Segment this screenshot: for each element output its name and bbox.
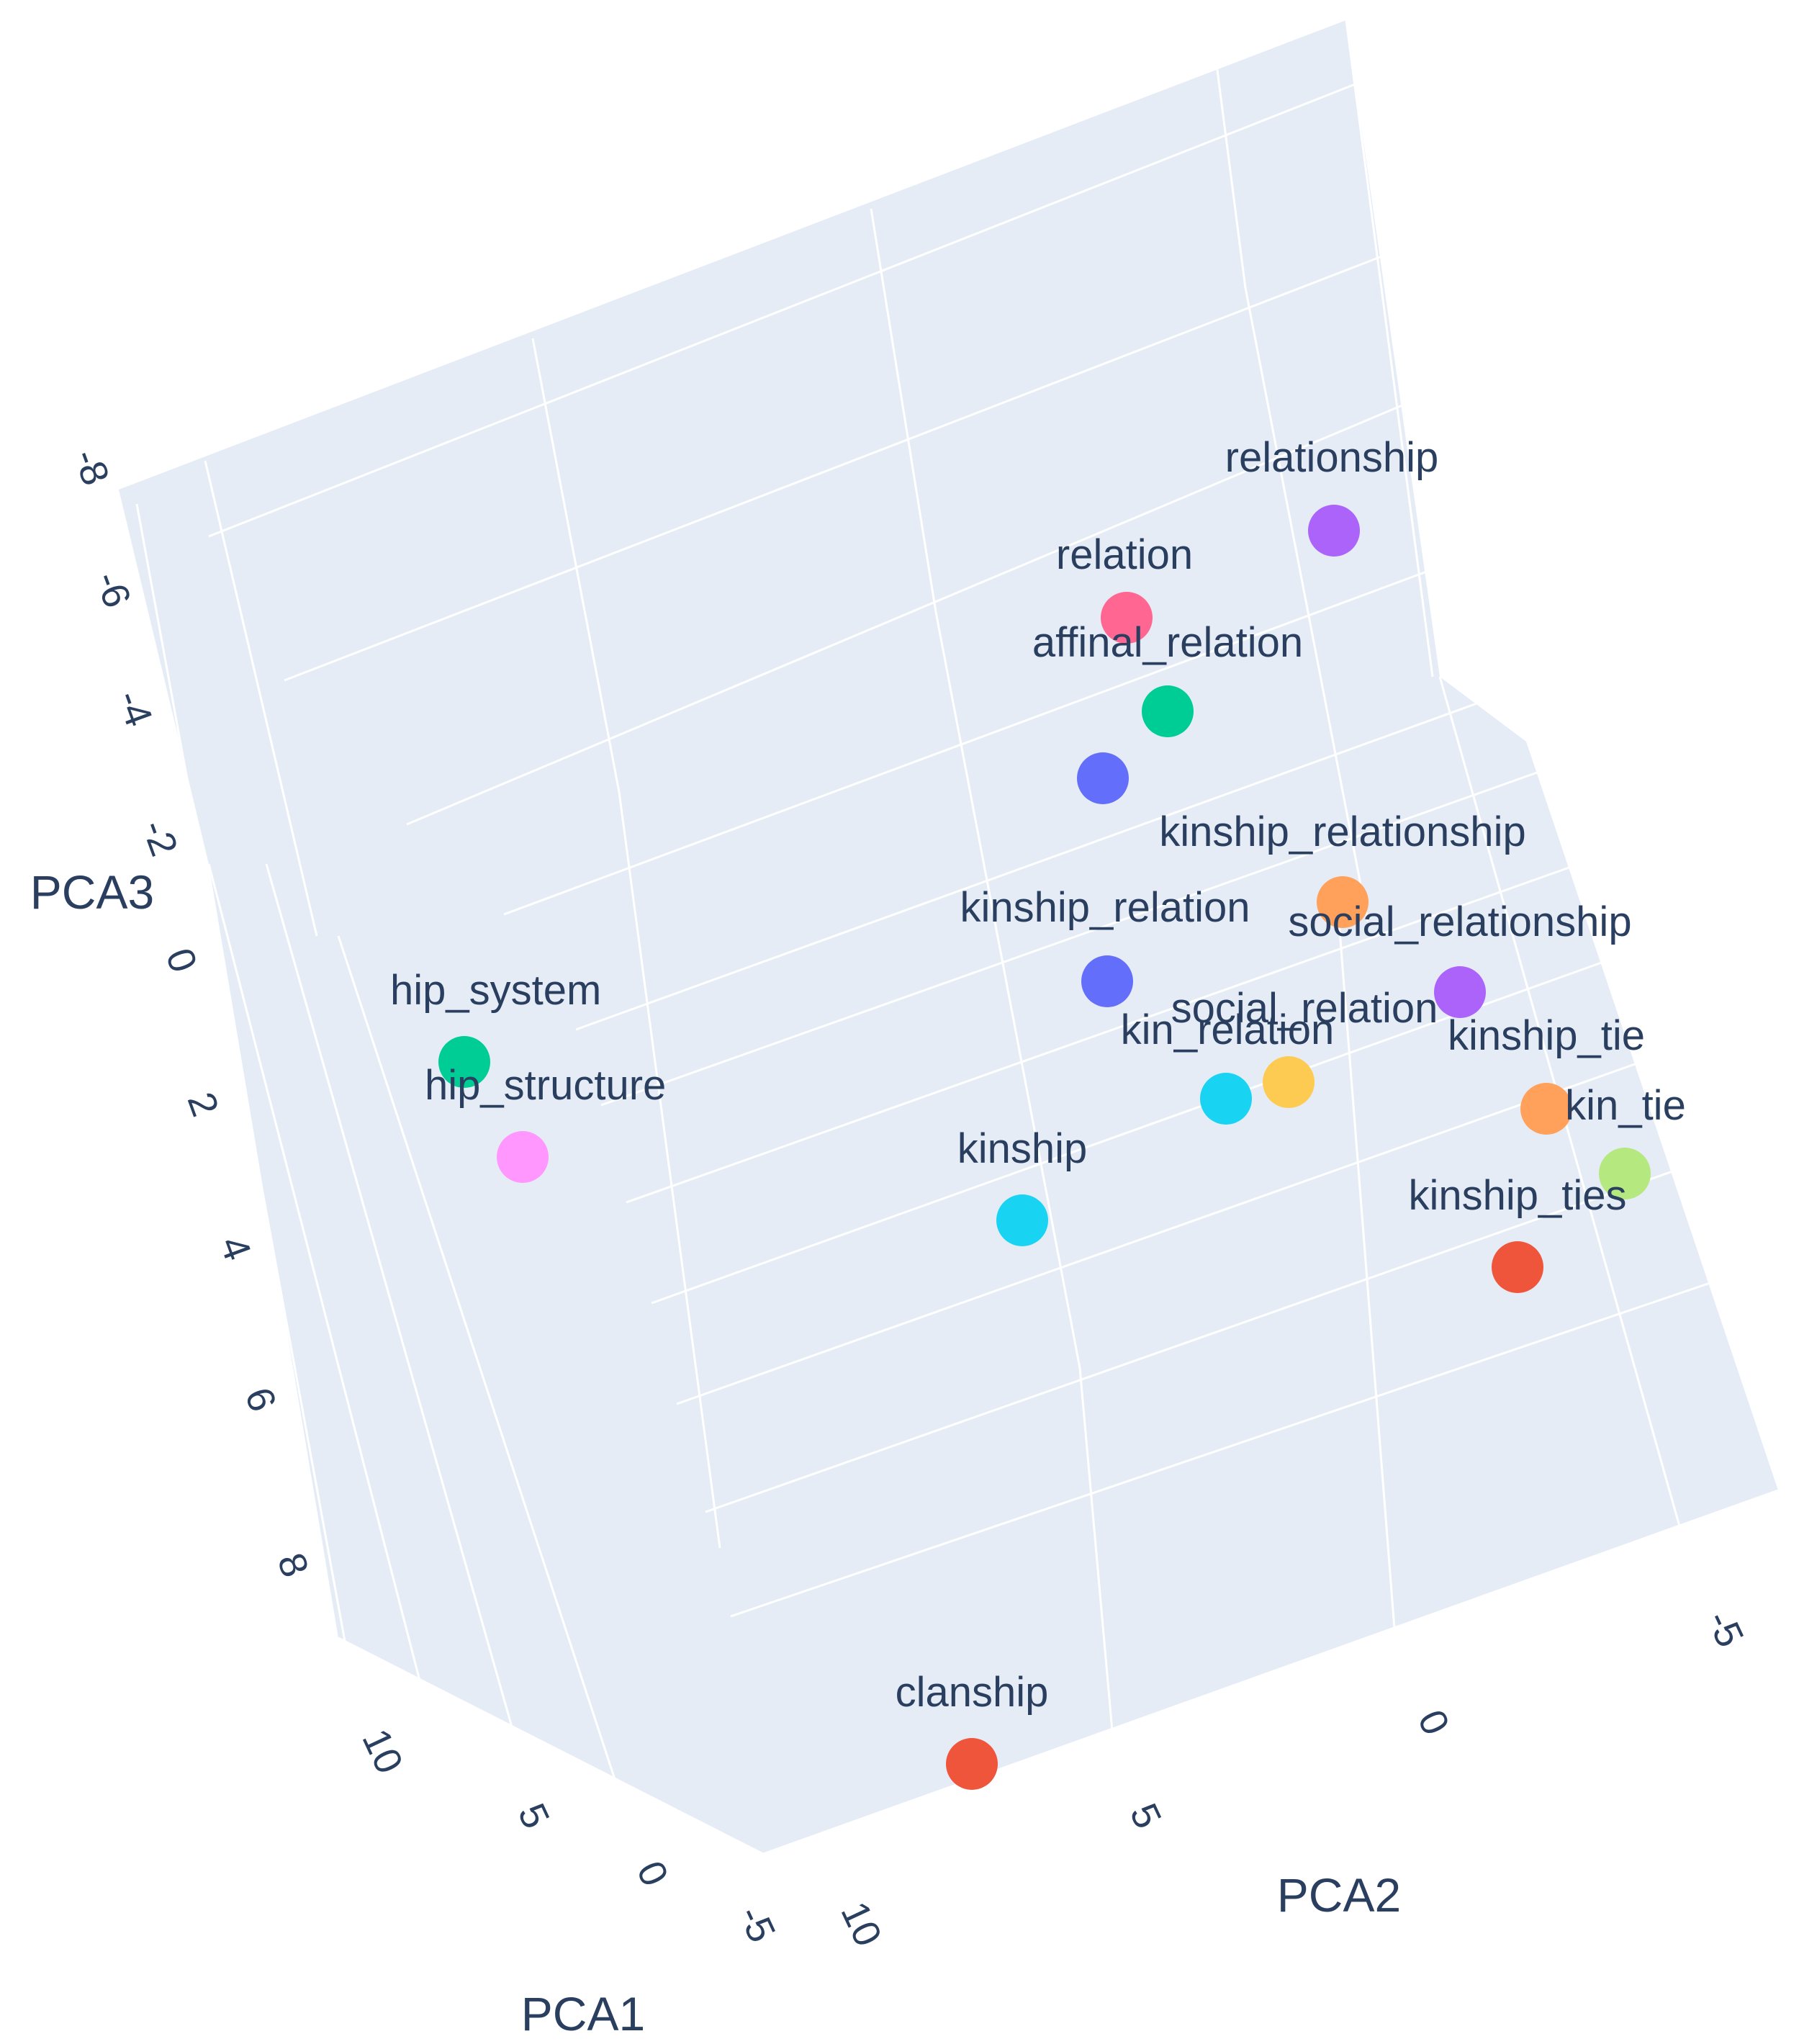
point-marker[interactable] — [1308, 505, 1360, 557]
point-label: hip_structure — [425, 1062, 666, 1109]
gridline — [208, 78, 1369, 538]
gridline — [1215, 64, 1247, 289]
data-point[interactable]: clanship — [896, 1669, 1049, 1790]
data-point[interactable]: kinship_relationship — [1159, 809, 1526, 928]
gridline — [600, 755, 1584, 1107]
pca3-tick-label: 6 — [237, 1382, 285, 1417]
point-marker[interactable] — [438, 1036, 490, 1088]
gridline — [651, 942, 1656, 1305]
point-label: kinship — [957, 1125, 1088, 1172]
gridline — [531, 338, 621, 793]
point-label: kinship_tie — [1448, 1012, 1645, 1059]
point-label: clanship — [896, 1669, 1049, 1716]
data-point[interactable]: kinship_tie — [1448, 1012, 1645, 1135]
pca1-tick-label: -5 — [730, 1899, 784, 1949]
gridline — [575, 679, 1541, 1031]
pca3-tick-label: -2 — [134, 814, 186, 862]
gridline — [626, 848, 1620, 1204]
pca2-tick-label: 10 — [832, 1895, 890, 1953]
data-point[interactable] — [1077, 752, 1129, 804]
gridlines — [135, 19, 1779, 1855]
point-marker[interactable] — [1142, 685, 1194, 737]
gridline — [406, 373, 1476, 826]
pca3-tick-label: -4 — [109, 685, 161, 732]
pca2-tick-label: 0 — [1410, 1703, 1458, 1742]
data-point[interactable]: affinal_relation — [1032, 619, 1303, 737]
pca2-tick-label: -5 — [1698, 1604, 1752, 1654]
pca3-tick-label: 0 — [158, 942, 206, 978]
point-marker[interactable] — [1434, 966, 1486, 1018]
gridline — [705, 1151, 1728, 1513]
gridline — [338, 1636, 764, 1855]
point-label: social_relationship — [1288, 899, 1631, 945]
point-label: kinship_relationship — [1159, 809, 1525, 855]
gridline — [1244, 287, 1369, 922]
data-point[interactable]: hip_structure — [425, 1062, 666, 1183]
point-marker[interactable] — [1200, 1073, 1252, 1125]
point-marker[interactable] — [1492, 1241, 1543, 1293]
pca1-axis-title: PCA1 — [521, 1987, 645, 2040]
point-marker[interactable] — [1317, 876, 1369, 928]
point-marker[interactable] — [1077, 752, 1129, 804]
point-marker[interactable] — [946, 1738, 998, 1790]
data-point[interactable]: kin_relation — [1121, 1007, 1335, 1125]
gridline — [1078, 1367, 1117, 1772]
pca2-tick-label: 5 — [1122, 1797, 1170, 1835]
data-point[interactable]: kinship_ties — [1408, 1172, 1627, 1293]
data-point[interactable]: relationship — [1225, 434, 1439, 557]
pca3-tick-label: 4 — [212, 1230, 260, 1266]
axis-panes — [119, 20, 1778, 1854]
point-marker[interactable] — [1263, 1056, 1315, 1108]
pca1-tick-label: 5 — [510, 1797, 558, 1835]
data-point[interactable]: kin_tie — [1565, 1082, 1686, 1199]
gridline — [1338, 921, 1398, 1657]
data-point[interactable]: kinship — [957, 1125, 1088, 1246]
pca1-tick-label: 10 — [353, 1722, 411, 1780]
point-label: social_relation — [1171, 985, 1438, 1032]
pca3-tick-label: 2 — [179, 1086, 227, 1122]
gridline — [337, 935, 628, 1815]
point-label: kinship_ties — [1408, 1172, 1626, 1219]
pca3-axis-title: PCA3 — [30, 865, 154, 919]
gridline — [730, 1266, 1757, 1618]
point-label: relation — [1056, 531, 1193, 578]
gridline — [618, 791, 721, 1549]
point-label: affinal_relation — [1032, 619, 1303, 666]
data-point[interactable]: kinship_relation — [960, 884, 1250, 1007]
data-point[interactable]: relation — [1056, 531, 1193, 644]
point-marker[interactable] — [1101, 592, 1153, 644]
point-marker[interactable] — [1520, 1083, 1572, 1135]
pca3-tick-label: -8 — [66, 444, 118, 491]
pca1-tick-label: 0 — [628, 1855, 677, 1893]
data-points: relationship relation affinal_relationkins… — [390, 434, 1686, 1790]
gridline — [503, 539, 1512, 916]
gridline — [762, 1489, 1779, 1855]
pca2-axis-title: PCA2 — [1277, 1868, 1401, 1922]
data-point[interactable]: hip_system — [390, 967, 601, 1088]
gridline — [265, 863, 520, 1750]
point-marker[interactable] — [497, 1131, 549, 1183]
gridline — [207, 863, 433, 1729]
gridline — [284, 233, 1440, 682]
point-label: kin_tie — [1565, 1082, 1686, 1129]
data-point[interactable]: social_relation — [1171, 985, 1438, 1108]
point-label: relationship — [1225, 434, 1439, 481]
pca3-tick-label: 8 — [269, 1547, 317, 1582]
left-pane — [119, 20, 1778, 1854]
gridline — [204, 460, 318, 937]
data-point[interactable]: social_relationship — [1288, 899, 1632, 1018]
point-marker[interactable] — [1081, 955, 1133, 1007]
point-label: hip_system — [390, 967, 601, 1014]
point-marker[interactable] — [996, 1194, 1048, 1246]
pca3-tick-label: -6 — [87, 566, 140, 613]
gridline — [870, 208, 937, 613]
gridline — [135, 503, 347, 1646]
point-marker[interactable] — [1599, 1148, 1651, 1199]
gridline — [934, 611, 1081, 1369]
point-label: kinship_relation — [960, 884, 1250, 931]
point-label: kin_relation — [1121, 1007, 1335, 1053]
gridline — [1345, 19, 1434, 677]
